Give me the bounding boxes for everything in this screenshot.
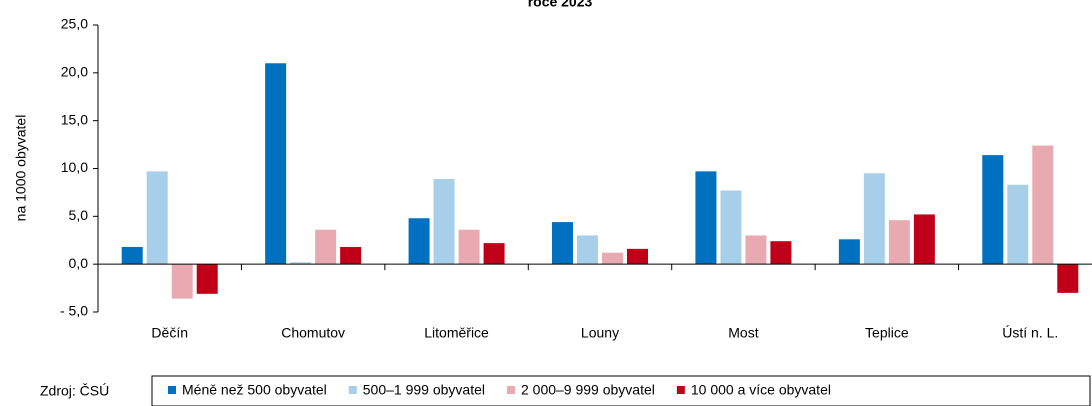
bar <box>695 171 717 265</box>
bar <box>483 243 505 265</box>
bar <box>1057 264 1079 293</box>
legend-label: 10 000 a více obyvatel <box>691 382 831 398</box>
y-tick-label: 20,0 <box>61 64 88 80</box>
x-tick-label: Litoměřice <box>424 325 489 341</box>
legend-swatch <box>168 386 176 394</box>
bar <box>577 235 598 265</box>
x-tick-label: Ústí n. L. <box>1002 325 1058 341</box>
bar <box>602 252 623 265</box>
bar <box>1007 184 1029 265</box>
bar <box>121 246 143 265</box>
legend-label: 2 000–9 999 obyvatel <box>521 382 655 398</box>
x-tick-label: Děčín <box>151 325 188 341</box>
bar <box>340 246 362 265</box>
bar <box>888 220 910 265</box>
y-tick-label: 10,0 <box>61 159 88 175</box>
bar <box>838 239 860 265</box>
legend-swatch <box>676 386 685 394</box>
y-axis-label: na 1000 obyvatel <box>13 115 29 222</box>
x-tick-label: Louny <box>581 325 619 341</box>
y-tick-label: 15,0 <box>61 111 88 127</box>
bar <box>770 241 792 265</box>
bar <box>146 171 168 265</box>
legend-swatch <box>506 386 515 394</box>
source: Zdroj: ČSÚ <box>40 383 109 399</box>
bar <box>745 235 767 265</box>
legend-label: 500–1 999 obyvatel <box>363 382 485 398</box>
bar <box>433 179 455 265</box>
legend-swatch <box>348 386 357 394</box>
bar <box>290 262 312 265</box>
bar <box>1032 145 1054 265</box>
x-tick-label: Most <box>728 325 758 341</box>
y-tick-label: - 5,0 <box>60 303 88 319</box>
x-tick-label: Chomutov <box>281 325 345 341</box>
bar <box>315 229 337 265</box>
legend-label: Méně než 500 obyvatel <box>182 382 327 398</box>
bar <box>913 214 935 265</box>
bar <box>196 264 218 294</box>
y-tick-label: 5,0 <box>69 207 89 223</box>
bar <box>863 173 885 265</box>
bar <box>982 155 1004 265</box>
bar <box>171 264 193 299</box>
x-tick-label: Teplice <box>865 325 909 341</box>
bar <box>458 229 480 265</box>
y-tick-label: 0,0 <box>69 255 89 271</box>
chart-title: roce 2023 <box>528 0 593 10</box>
y-tick-label: 25,0 <box>61 16 88 32</box>
bar <box>408 218 430 265</box>
bar <box>627 248 648 265</box>
legend-box <box>151 375 1091 406</box>
bar <box>720 190 742 265</box>
bar <box>552 222 573 265</box>
bar <box>265 63 287 265</box>
